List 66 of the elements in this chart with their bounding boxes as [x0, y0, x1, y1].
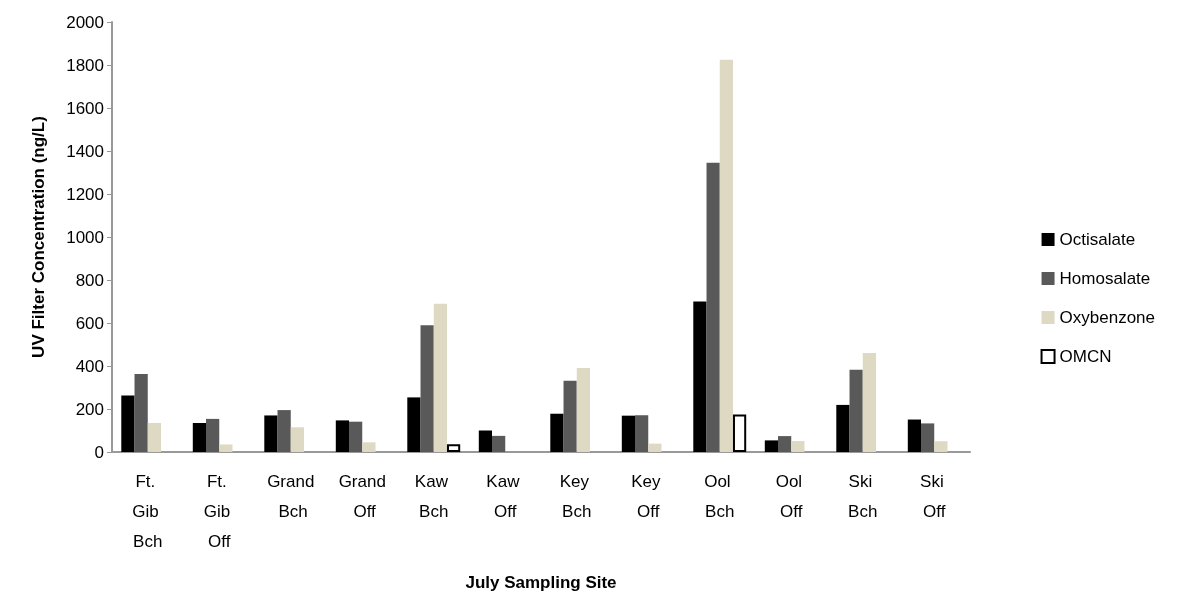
x-axis-title: July Sampling Site	[465, 573, 617, 592]
bar	[550, 413, 564, 452]
y-tick-label: 2000	[66, 12, 104, 32]
legend-label: Octisalate	[1059, 230, 1136, 249]
bar	[849, 369, 863, 452]
x-tick-label: Key Bch	[559, 471, 594, 521]
y-tick-label: 1600	[66, 98, 104, 118]
x-tick-label: Ski Off	[920, 471, 949, 521]
bar	[706, 162, 720, 452]
bar	[433, 303, 447, 452]
bar	[492, 435, 506, 452]
bar	[121, 395, 135, 452]
bar	[648, 443, 662, 452]
bar	[621, 415, 636, 452]
x-tick-label: Grand Off	[338, 471, 386, 521]
bar	[407, 397, 421, 452]
bar	[907, 419, 922, 452]
bar	[362, 442, 376, 452]
x-tick-label: Ski Bch	[848, 471, 878, 521]
x-tick-label: Key Off	[631, 471, 666, 521]
x-tick-label: Ool Bch	[704, 471, 736, 521]
bar	[693, 301, 707, 452]
bar	[420, 325, 434, 452]
bar	[134, 373, 148, 452]
bar	[147, 422, 161, 452]
y-tick-label: 1400	[66, 141, 104, 161]
bar	[206, 418, 220, 452]
x-tick-label: Ft. Gib Bch	[132, 471, 164, 551]
x-tick-label: Kaw Bch	[414, 471, 453, 521]
x-tick-label: Grand Bch	[267, 471, 315, 521]
bar	[934, 441, 948, 452]
bar	[349, 421, 363, 452]
bar	[478, 430, 493, 452]
legend-label: Oxybenzone	[1059, 308, 1155, 327]
bar	[290, 427, 304, 452]
bar	[446, 444, 461, 452]
bar	[764, 440, 779, 452]
bar	[192, 422, 207, 452]
bar	[219, 444, 233, 452]
bar	[862, 352, 876, 452]
y-tick-label: 1000	[66, 227, 104, 247]
bar	[778, 436, 792, 452]
legend-label: OMCN	[1059, 347, 1112, 366]
y-tick-label: 400	[75, 356, 104, 376]
y-tick-label: 1800	[66, 55, 104, 75]
bar	[635, 415, 649, 452]
bar	[921, 423, 935, 452]
bar	[836, 404, 850, 452]
y-tick-label: 1200	[66, 184, 104, 204]
bar	[264, 415, 278, 452]
bar	[576, 367, 590, 452]
bar	[732, 414, 747, 452]
y-tick-label: 800	[75, 270, 104, 290]
y-tick-label: 200	[75, 399, 104, 419]
x-tick-label: Ft. Gib Off	[203, 471, 235, 551]
bar	[791, 441, 805, 452]
bar	[335, 420, 350, 452]
bar	[719, 59, 733, 452]
y-tick-label: 0	[94, 442, 104, 462]
y-axis-title: UV Filter Concentration (ng/L)	[29, 116, 48, 358]
bar	[277, 410, 291, 452]
x-tick-label: Kaw Off	[486, 471, 525, 521]
x-tick-label: Ool Off	[775, 471, 807, 521]
legend-label: Homosalate	[1059, 269, 1151, 288]
y-tick-label: 600	[75, 313, 104, 333]
bar	[563, 380, 577, 452]
